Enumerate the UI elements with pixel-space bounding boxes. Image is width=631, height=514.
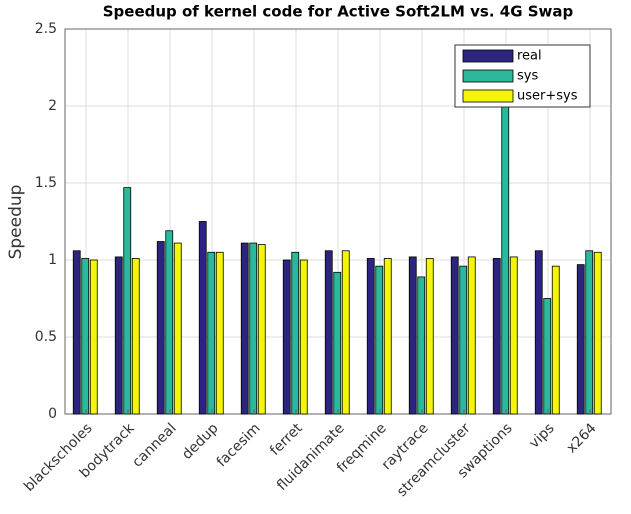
bar [383, 258, 392, 415]
bar [215, 251, 224, 415]
legend-swatch [462, 89, 514, 103]
bar [114, 256, 123, 415]
bar [450, 256, 459, 415]
bar [408, 256, 417, 415]
bar [501, 90, 510, 415]
bar [543, 298, 552, 415]
y-tick-label: 0.5 [35, 329, 57, 345]
bar [207, 251, 216, 415]
bar [333, 271, 342, 415]
legend-label: user+sys [517, 89, 578, 104]
bar [72, 250, 81, 415]
x-tick-label: streamcluster [394, 420, 474, 500]
bar [173, 242, 182, 415]
legend-label: sys [517, 69, 538, 84]
bar [551, 265, 560, 415]
bar [585, 250, 594, 415]
bar [467, 256, 476, 415]
bar [341, 250, 350, 415]
bar [291, 251, 300, 415]
bar [425, 258, 434, 415]
y-tick-label: 1.5 [35, 175, 57, 191]
bar [257, 244, 266, 415]
bar [299, 259, 308, 415]
legend-swatch [462, 69, 514, 83]
bar [198, 221, 207, 415]
y-tick-label: 1 [48, 252, 57, 268]
x-tick-label: blackscholes [21, 420, 96, 495]
x-tick-label: facesim [214, 420, 264, 470]
bar [249, 242, 258, 415]
bar [492, 258, 501, 415]
bar [366, 258, 375, 415]
bar [89, 259, 98, 415]
x-tick-label: canneal [129, 420, 179, 470]
bar [459, 265, 468, 415]
x-tick-label: x264 [564, 420, 600, 456]
bar [375, 265, 384, 415]
x-tick-label: vips [526, 420, 557, 451]
y-axis-label: Speedup [6, 185, 26, 260]
bar [509, 256, 518, 415]
bar [324, 250, 333, 415]
chart-title: Speedup of kernel code for Active Soft2L… [103, 3, 574, 21]
bar [576, 264, 585, 415]
legend-swatch [462, 49, 514, 63]
bar [81, 258, 90, 415]
bar [123, 187, 132, 415]
bar [282, 259, 291, 415]
bar [131, 258, 140, 415]
bar [534, 250, 543, 415]
y-tick-label: 0 [48, 406, 57, 422]
y-tick-label: 2 [48, 98, 57, 114]
bar [593, 251, 602, 415]
bar [417, 276, 426, 415]
y-tick-label: 2.5 [35, 21, 57, 37]
bar [165, 230, 174, 415]
legend-label: real [517, 49, 542, 64]
bar [156, 241, 165, 415]
bar [240, 242, 249, 415]
x-tick-label: ferret [267, 420, 306, 459]
